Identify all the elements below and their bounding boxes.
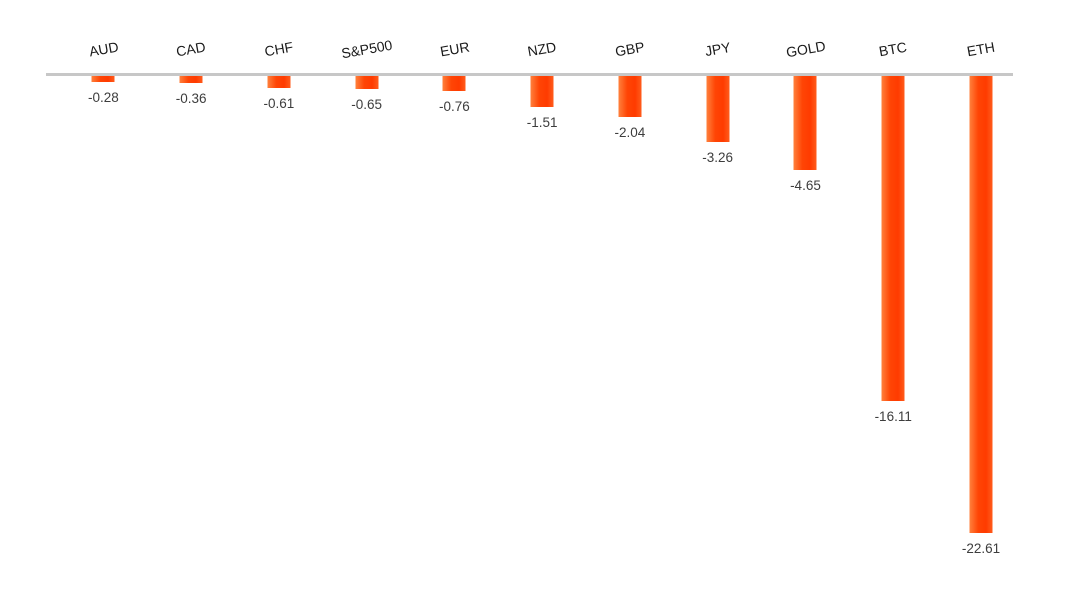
chart-column-chf: CHF -0.61 — [235, 0, 323, 595]
category-label-gbp: GBP — [613, 38, 646, 60]
bar-gold — [793, 76, 817, 170]
category-label-chf: CHF — [263, 38, 295, 60]
chart-column-eur: EUR -0.76 — [411, 0, 499, 595]
bar-nzd — [530, 76, 554, 107]
data-label-aud: -0.28 — [87, 89, 119, 105]
chart-column-sp500: S&P500 -0.65 — [323, 0, 411, 595]
data-label-chf: -0.61 — [263, 96, 295, 112]
chart-column-gbp: GBP -2.04 — [586, 0, 674, 595]
bar-sp500 — [355, 76, 379, 90]
category-label-jpy: JPY — [703, 38, 732, 60]
category-label-aud: AUD — [87, 38, 120, 60]
data-label-eth: -22.61 — [961, 540, 1001, 556]
category-label-cad: CAD — [175, 38, 207, 60]
bar-chf — [267, 76, 291, 89]
zero-axis-line — [46, 73, 1013, 76]
chart-column-cad: CAD -0.36 — [147, 0, 235, 595]
bar-jpy — [706, 76, 730, 142]
data-label-jpy: -3.26 — [702, 149, 734, 165]
data-label-eur: -0.76 — [439, 99, 470, 115]
chart-column-gold: GOLD -4.65 — [762, 0, 850, 595]
chart-column-nzd: NZD -1.51 — [498, 0, 586, 595]
chart-column-eth: ETH -22.61 — [937, 0, 1025, 595]
chart-column-btc: BTC -16.11 — [849, 0, 937, 595]
category-label-eth: ETH — [965, 38, 997, 60]
bar-eur — [442, 76, 466, 92]
bar-eth — [969, 76, 993, 533]
bar-gbp — [618, 76, 642, 118]
chart-column-aud: AUD -0.28 — [60, 0, 148, 595]
data-label-gbp: -2.04 — [614, 125, 646, 141]
category-label-eur: EUR — [438, 38, 471, 60]
data-label-cad: -0.36 — [175, 91, 207, 107]
data-label-nzd: -1.51 — [526, 114, 558, 130]
bar-aud — [91, 76, 115, 82]
chart-column-jpy: JPY -3.26 — [674, 0, 762, 595]
category-label-nzd: NZD — [526, 38, 558, 60]
data-label-sp500: -0.65 — [351, 97, 383, 113]
category-label-sp500: S&P500 — [339, 36, 394, 62]
category-label-gold: GOLD — [784, 37, 827, 61]
bar-cad — [179, 76, 203, 84]
data-label-gold: -4.65 — [790, 177, 821, 193]
category-label-btc: BTC — [877, 38, 909, 60]
data-label-btc: -16.11 — [874, 409, 912, 425]
bar-btc — [881, 76, 905, 402]
